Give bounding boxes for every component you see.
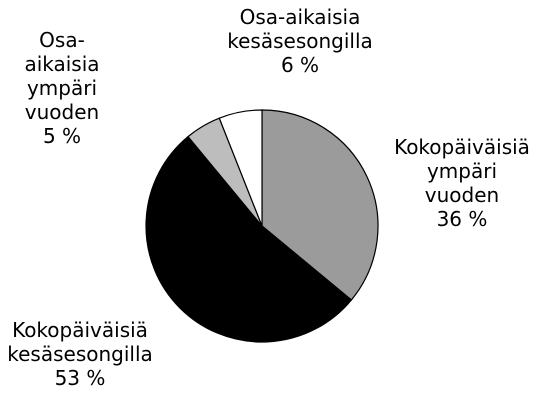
category-name: Osa-aikaisia ympäri vuoden — [24, 28, 100, 124]
category-name: Kokopäiväisiä ympäri vuoden — [394, 135, 530, 207]
value-label: 6 % — [280, 53, 320, 77]
pie-slice — [145, 135, 353, 343]
slice-label: Kokopäiväisiä ympäri vuoden 36 % — [394, 135, 530, 231]
slice-label: Osa-aikaisia kesäsesongilla 6 % — [227, 5, 373, 77]
slice-label: Kokopäiväisiä kesäsesongilla 53 % — [7, 318, 153, 390]
category-name: Kokopäiväisiä kesäsesongilla — [7, 318, 153, 366]
slice-label: Osa-aikaisia ympäri vuoden 5 % — [24, 28, 99, 148]
value-label: 53 % — [54, 366, 106, 390]
category-name: Osa-aikaisia kesäsesongilla — [227, 5, 373, 53]
pie-slice — [218, 109, 263, 227]
pie-slice — [261, 109, 379, 301]
value-label: 36 % — [436, 207, 488, 231]
value-label: 5 % — [42, 124, 82, 148]
